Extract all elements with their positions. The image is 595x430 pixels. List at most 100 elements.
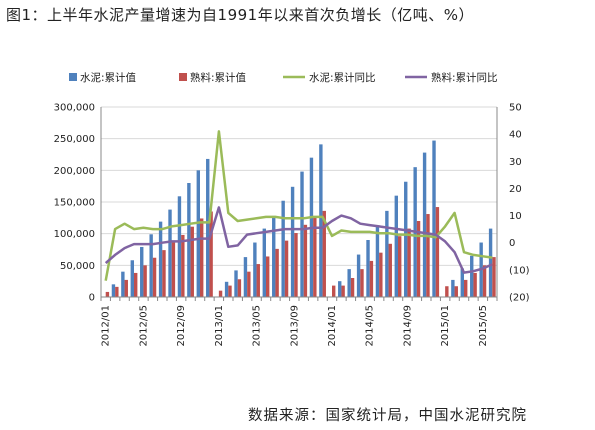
cement-bar bbox=[432, 140, 436, 297]
cement-bar bbox=[243, 257, 248, 297]
clinker-bar bbox=[341, 285, 345, 297]
clinker-bar bbox=[266, 256, 270, 297]
clinker-bar bbox=[416, 221, 421, 297]
cement-bar bbox=[149, 234, 153, 297]
clinker-bar bbox=[152, 257, 157, 297]
cement-bar bbox=[121, 271, 125, 297]
clinker-bar bbox=[256, 264, 260, 297]
clinker-bar bbox=[237, 279, 242, 297]
cement-bar bbox=[375, 225, 380, 297]
cement-bar bbox=[158, 221, 163, 297]
y-left-tick-label: 100,000 bbox=[54, 229, 95, 240]
cement-bar bbox=[366, 240, 370, 297]
legend-label: 水泥:累计同比 bbox=[309, 71, 376, 84]
clinker-bar bbox=[482, 265, 487, 297]
clinker-bar bbox=[445, 286, 449, 297]
clinker-bar bbox=[228, 285, 232, 297]
cement-bar bbox=[488, 228, 493, 297]
y-right-tick-label: 50 bbox=[509, 103, 522, 114]
cement-bar bbox=[338, 281, 342, 297]
clinker-bar bbox=[105, 291, 110, 297]
clinker-bar bbox=[209, 211, 213, 297]
clinker-bar bbox=[407, 228, 411, 297]
clinker-yoy-line bbox=[104, 206, 493, 274]
y-right-tick-label: (20) bbox=[509, 293, 530, 304]
clinker-bar bbox=[464, 279, 468, 297]
clinker-bar bbox=[181, 234, 185, 297]
chart: 0 50,000 100,000 150,000 200,000 250,000 300,0… bbox=[54, 71, 530, 347]
cement-bar bbox=[300, 171, 304, 297]
chart-title: 图1：上半年水泥产量增速为自1991年以来首次负增长（亿吨、%） bbox=[6, 6, 474, 24]
cement-bar bbox=[290, 186, 295, 297]
x-tick-label: 2012/09 bbox=[176, 305, 187, 347]
clinker-bar bbox=[190, 226, 194, 297]
y-right-tick-label: 10 bbox=[509, 211, 522, 222]
x-tick-label: 2014/01 bbox=[327, 305, 338, 347]
clinker-bar bbox=[162, 250, 166, 297]
cement-bar bbox=[281, 200, 285, 297]
clinker-bar bbox=[426, 214, 430, 297]
cement-bar bbox=[206, 158, 210, 297]
x-tick-label: 2012/05 bbox=[138, 305, 149, 347]
y-left-tick-label: 200,000 bbox=[54, 166, 95, 177]
clinker-bar bbox=[492, 257, 496, 297]
x-tick-label: 2013/01 bbox=[214, 305, 225, 347]
x-tick-label: 2012/01 bbox=[101, 305, 112, 347]
legend-label: 熟料:累计同比 bbox=[431, 71, 498, 84]
cement-bar bbox=[347, 269, 351, 297]
clinker-bar bbox=[200, 218, 204, 297]
cement-bar bbox=[451, 279, 455, 297]
bar-group bbox=[105, 140, 496, 297]
clinker-bar bbox=[350, 278, 355, 297]
x-tick-label: 2013/05 bbox=[252, 305, 263, 347]
clinker-bar bbox=[294, 233, 298, 297]
legend-label: 熟料:累计值 bbox=[190, 71, 247, 84]
y-left-tick-label: 0 bbox=[89, 293, 95, 304]
cement-bar bbox=[224, 281, 229, 297]
cement-bar bbox=[319, 144, 323, 297]
clinker-bar bbox=[379, 252, 383, 297]
y-left-tick-label: 50,000 bbox=[60, 261, 95, 272]
x-tick-label: 2015/01 bbox=[440, 305, 451, 347]
clinker-bar bbox=[473, 272, 477, 297]
clinker-bar bbox=[143, 265, 147, 297]
y-right-tick-label: 30 bbox=[509, 157, 522, 168]
x-tick-label: 2014/09 bbox=[402, 305, 413, 347]
clinker-bar bbox=[332, 285, 336, 297]
legend-swatch bbox=[69, 73, 77, 81]
source-note: 数据来源：国家统计局，中国水泥研究院 bbox=[248, 408, 527, 424]
y-left-tick-label: 300,000 bbox=[54, 103, 95, 114]
cement-bar bbox=[140, 246, 144, 297]
y-left-tick-label: 250,000 bbox=[54, 134, 95, 145]
cement-bar bbox=[460, 268, 464, 297]
clinker-bar bbox=[275, 248, 279, 297]
clinker-bar bbox=[284, 240, 289, 297]
x-tick-label: 2015/05 bbox=[478, 305, 489, 347]
cement-bar bbox=[404, 181, 408, 297]
cement-bar bbox=[111, 284, 116, 297]
cement-bar bbox=[262, 228, 266, 297]
legend-swatch bbox=[179, 73, 187, 81]
clinker-bar bbox=[322, 210, 326, 297]
axes: 0 50,000 100,000 150,000 200,000 250,000 300,0… bbox=[54, 103, 530, 347]
cement-bar bbox=[394, 195, 398, 297]
clinker-bar bbox=[124, 279, 128, 297]
cement-bar bbox=[422, 152, 427, 297]
cement-bar bbox=[272, 215, 276, 297]
clinker-bar bbox=[115, 286, 119, 297]
clinker-bar bbox=[435, 207, 440, 297]
cement-bar bbox=[177, 196, 182, 297]
y-right-tick-label: 0 bbox=[509, 238, 515, 249]
legend-label: 水泥:累计值 bbox=[80, 71, 137, 84]
cement-bar bbox=[196, 170, 200, 297]
cement-bar bbox=[253, 242, 257, 297]
clinker-bar bbox=[218, 290, 223, 297]
cement-bar bbox=[470, 255, 474, 297]
y-right-tick-label: 20 bbox=[509, 184, 522, 195]
cement-bar bbox=[130, 260, 134, 297]
y-left-tick-label: 150,000 bbox=[54, 198, 95, 209]
clinker-bar bbox=[313, 217, 317, 297]
cement-bar bbox=[385, 210, 389, 297]
clinker-bar bbox=[388, 243, 392, 297]
clinker-bar bbox=[247, 271, 251, 297]
